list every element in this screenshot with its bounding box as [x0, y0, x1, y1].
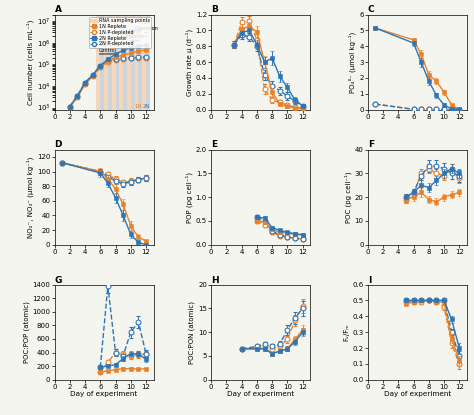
Text: D: D — [55, 141, 62, 149]
X-axis label: Day of experiment: Day of experiment — [383, 391, 451, 397]
Text: E: E — [211, 141, 217, 149]
Text: Full
Depletion: Full Depletion — [134, 20, 158, 31]
Bar — [127, 15, 135, 110]
X-axis label: Day of experiment: Day of experiment — [227, 391, 294, 397]
Y-axis label: Cell number (cells mL⁻¹): Cell number (cells mL⁻¹) — [26, 20, 34, 105]
Text: I: I — [368, 276, 371, 285]
Text: 2N: 2N — [142, 103, 150, 109]
Bar — [123, 15, 127, 110]
Bar — [138, 15, 142, 110]
Text: F: F — [368, 141, 374, 149]
Text: Replete
Control: Replete Control — [99, 42, 117, 53]
Bar — [96, 15, 104, 110]
Text: H: H — [211, 276, 219, 285]
Bar — [116, 15, 119, 110]
Bar — [142, 15, 150, 110]
Y-axis label: Growth rate μ (d⁻¹): Growth rate μ (d⁻¹) — [185, 29, 193, 95]
Bar — [135, 15, 142, 110]
Bar — [104, 15, 112, 110]
Y-axis label: POC:PON (atomic): POC:PON (atomic) — [189, 301, 195, 364]
Bar — [112, 15, 119, 110]
Bar — [100, 15, 104, 110]
Y-axis label: POC (pg cell⁻¹): POC (pg cell⁻¹) — [344, 171, 352, 223]
Y-axis label: PO₄³⁻ (μmol kg⁻¹): PO₄³⁻ (μmol kg⁻¹) — [349, 32, 356, 93]
X-axis label: Day of experiment: Day of experiment — [71, 391, 138, 397]
Bar — [131, 15, 135, 110]
Y-axis label: Fᵥ/Fₘ: Fᵥ/Fₘ — [344, 323, 349, 341]
Y-axis label: POC:POP (atomic): POC:POP (atomic) — [23, 301, 29, 363]
Y-axis label: NO₂⁻, NO₃⁻ (μmol kg⁻¹): NO₂⁻, NO₃⁻ (μmol kg⁻¹) — [27, 156, 34, 238]
Text: A: A — [55, 5, 62, 15]
Text: C: C — [368, 5, 374, 15]
Text: G: G — [55, 276, 62, 285]
Bar — [108, 15, 112, 110]
Bar — [146, 15, 150, 110]
Text: 1N: 1N — [135, 103, 142, 109]
Text: Early
Depletion: Early Depletion — [123, 29, 146, 39]
Text: B: B — [211, 5, 218, 15]
Bar — [119, 15, 127, 110]
Y-axis label: POP (pg cell⁻¹): POP (pg cell⁻¹) — [185, 172, 193, 222]
Legend: RNA sampling points, 1N Replete, 1N P-depleted, 2N Replete, 2N P-depleted: RNA sampling points, 1N Replete, 1N P-de… — [89, 17, 151, 48]
